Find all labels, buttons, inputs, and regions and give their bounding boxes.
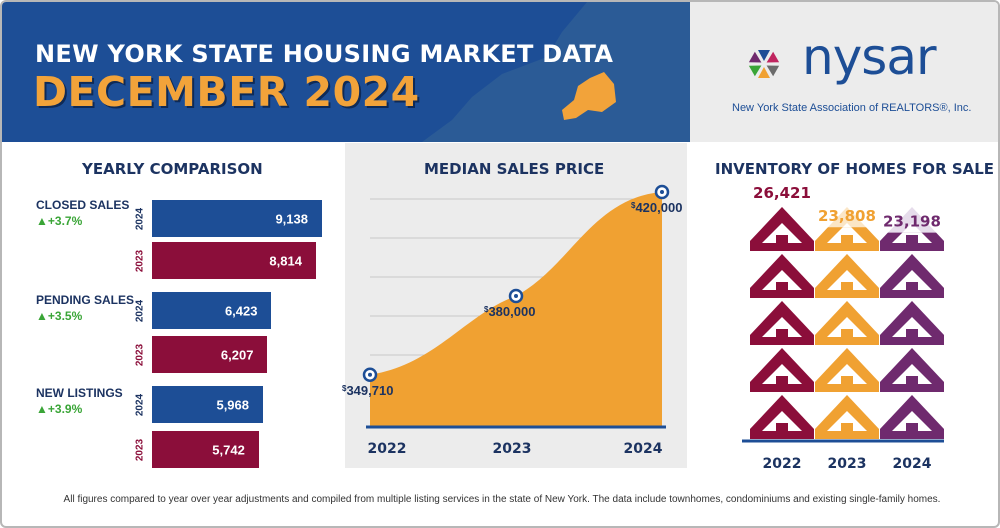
up-arrow-icon: ▲ (36, 309, 48, 323)
new-listings-label: NEW LISTINGS (36, 386, 123, 400)
house-icon (750, 395, 814, 439)
pending-sales-label: PENDING SALES (36, 293, 135, 307)
bar-value: 8,814 (269, 253, 302, 268)
inventory-fill (880, 232, 944, 439)
bar-value: 9,138 (275, 211, 308, 226)
price-label: $349,710 (342, 383, 393, 398)
inventory-fill (750, 207, 814, 439)
inventory-year-label: 2024 (893, 456, 932, 472)
house-icon (750, 348, 814, 392)
house-icon (750, 254, 814, 298)
house-icon (815, 348, 879, 392)
bar-value: 5,742 (212, 442, 245, 457)
page-subtitle-month: DECEMBER 2024 (33, 68, 420, 116)
logo-area (690, 2, 998, 142)
house-icon (880, 395, 944, 439)
house-icon (750, 207, 814, 251)
bar-value: 6,207 (220, 347, 254, 362)
pending-sales-2023-bar: 6,207 (152, 336, 268, 373)
median-sales-title: MEDIAN SALES PRICE (424, 160, 605, 178)
logo-wordmark: nysar (802, 28, 937, 86)
house-icon (815, 254, 879, 298)
inventory-year-label: 2022 (763, 456, 802, 472)
house-icon (880, 254, 944, 298)
nysar-logo-icon (748, 50, 780, 78)
bar-value: 6,423 (224, 303, 258, 318)
new-listings-change: ▲+3.9% (36, 402, 83, 416)
house-icon (750, 301, 814, 345)
bar-value: 5,968 (216, 397, 250, 412)
inventory-fill (815, 227, 879, 439)
new-listings-2023-bar: 5,742 (152, 431, 259, 468)
house-icon (880, 348, 944, 392)
price-point-center (660, 190, 664, 194)
closed-sales-2023-bar: 8,814 (152, 242, 316, 279)
price-point-center (514, 294, 518, 298)
pending-sales-change: ▲+3.5% (36, 309, 83, 323)
logo-subtitle: New York State Association of REALTORS®,… (732, 102, 972, 114)
inventory-title: INVENTORY OF HOMES FOR SALE (715, 160, 995, 178)
pending-sales-2024-bar: 6,423 (152, 292, 272, 329)
footnote: All figures compared to year over year a… (63, 494, 941, 505)
x-tick-label: 2022 (368, 441, 407, 457)
new-listings-2024-bar: 5,968 (152, 386, 264, 423)
inventory-value-label: 23,808 (818, 207, 876, 225)
state-map-background (422, 2, 690, 142)
x-tick-label: 2023 (493, 441, 532, 457)
house-icon (815, 227, 879, 251)
price-label: $420,000 (631, 200, 682, 215)
house-icon (880, 301, 944, 345)
house-icon (880, 232, 944, 251)
new-york-state-icon (562, 72, 616, 120)
closed-sales-2024-bar: 9,138 (152, 200, 322, 237)
house-icon (815, 395, 879, 439)
inventory-year-label: 2023 (828, 456, 867, 472)
inventory-value-label: 26,421 (753, 184, 811, 202)
up-arrow-icon: ▲ (36, 402, 48, 416)
up-arrow-icon: ▲ (36, 214, 48, 228)
x-tick-label: 2024 (624, 441, 663, 457)
page-title: NEW YORK STATE HOUSING MARKET DATA (35, 40, 614, 68)
median-price-area (370, 192, 662, 426)
header-banner: NEW YORK STATE HOUSING MARKET DATA DECEM… (2, 2, 690, 142)
yearly-comparison-title: YEARLY COMPARISON (82, 160, 263, 178)
price-point-center (368, 372, 372, 377)
closed-sales-change: ▲+3.7% (36, 214, 83, 228)
inventory-value-label: 23,198 (883, 213, 941, 231)
price-label: $380,000 (484, 304, 535, 319)
closed-sales-label: CLOSED SALES (36, 198, 130, 212)
house-icon (815, 301, 879, 345)
